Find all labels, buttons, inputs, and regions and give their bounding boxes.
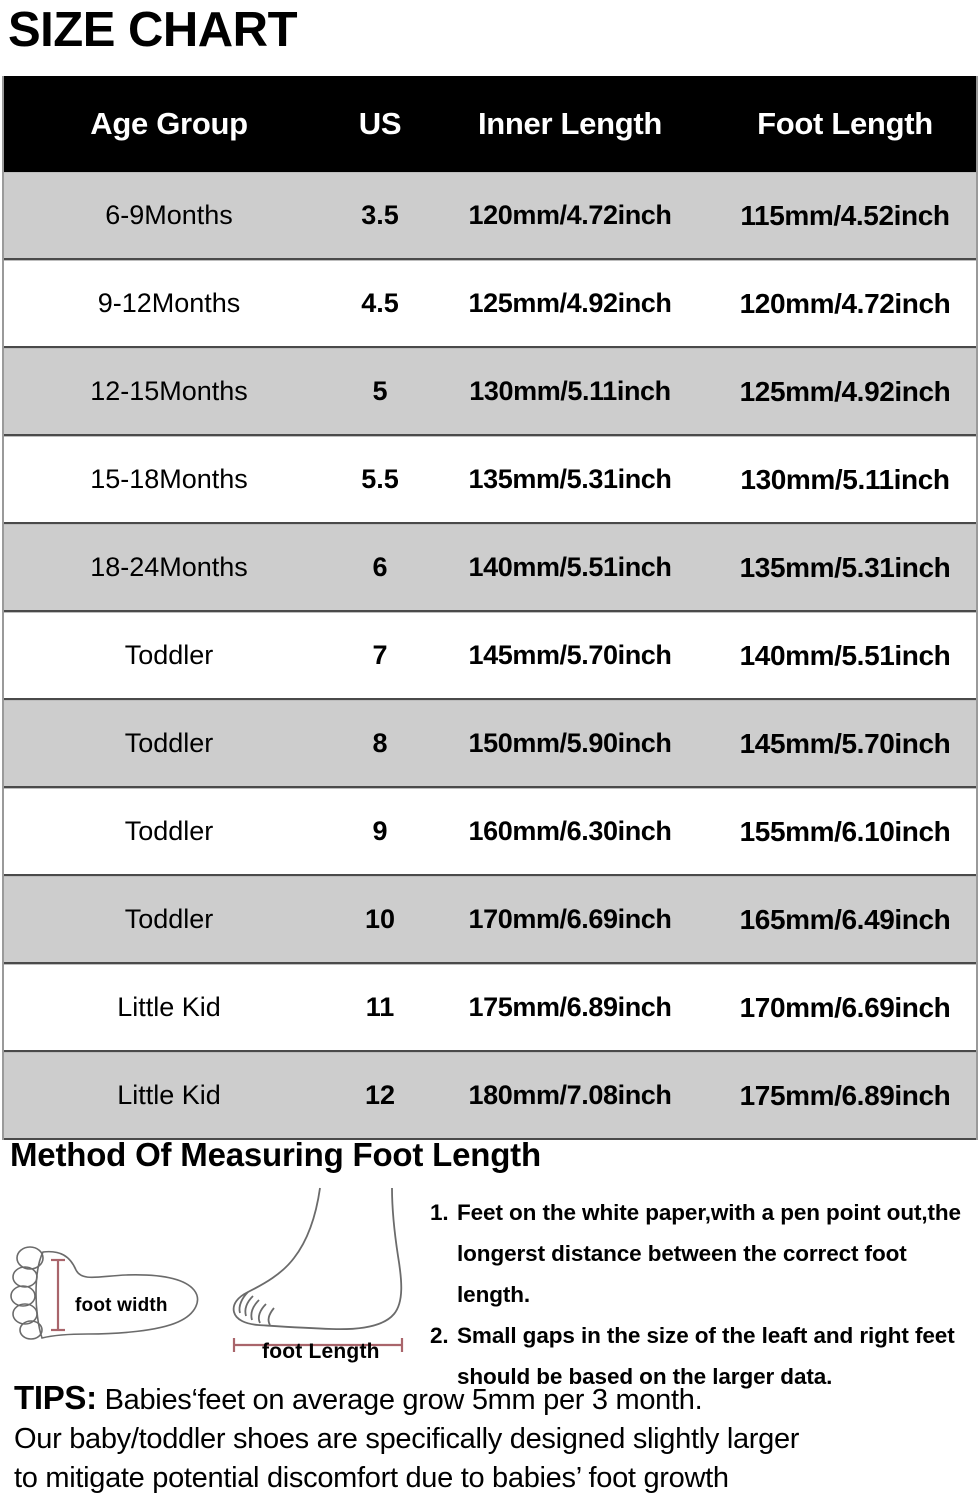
cell-age-group: Toddler: [124, 904, 214, 934]
cell-foot-length: 140mm/5.51inch: [739, 639, 951, 671]
foot-side-view-icon: [232, 1187, 404, 1352]
cell-foot-length: 115mm/4.52inch: [740, 199, 950, 231]
table-body: 6-9Months 3.5 120mm/4.72inch 115mm/4.52inch…: [4, 172, 976, 1140]
instruction-text-1-cont: longerst distance between the correct fo…: [457, 1241, 907, 1307]
tips-line-3: to mitigate potential discomfort due to …: [14, 1462, 729, 1494]
method-heading: Method Of Measuring Foot Length: [10, 1136, 541, 1173]
tips-text-1: Babies‘feet on average grow 5mm per 3 mo…: [104, 1384, 703, 1416]
cell-inner-length: 150mm/5.90inch: [468, 728, 672, 758]
tips-line-1: TIPS: Babies‘feet on average grow 5mm pe…: [14, 1378, 972, 1420]
instruction-text-1: Feet on the white paper,with a pen point…: [457, 1200, 961, 1225]
column-header-foot-length: Foot Length: [757, 106, 933, 141]
table-row: Toddler 10 170mm/6.69inch 165mm/6.49inch: [4, 876, 976, 964]
table-row: Little Kid 12 180mm/7.08inch 175mm/6.89inch: [4, 1052, 976, 1140]
cell-age-group: Toddler: [124, 816, 214, 846]
foot-width-label: foot width: [75, 1295, 168, 1316]
table-row: 15-18Months 5.5 135mm/5.31inch 130mm/5.11in…: [4, 436, 976, 524]
page-title: SIZE CHART: [8, 3, 298, 57]
cell-inner-length: 145mm/5.70inch: [468, 640, 672, 670]
cell-foot-length: 165mm/6.49inch: [739, 903, 951, 935]
cell-us: 8: [372, 728, 388, 758]
cell-inner-length: 175mm/6.89inch: [468, 992, 672, 1022]
instruction-text-2: Small gaps in the size of the leaft and …: [457, 1323, 955, 1348]
cell-age-group: Little Kid: [117, 1080, 221, 1110]
cell-inner-length: 135mm/5.31inch: [468, 464, 672, 494]
instruction-item-1: 1. Feet on the white paper,with a pen po…: [430, 1192, 975, 1233]
cell-age-group: 6-9Months: [105, 200, 233, 230]
cell-age-group: 15-18Months: [90, 464, 248, 494]
table-row: Toddler 7 145mm/5.70inch 140mm/5.51inch: [4, 612, 976, 700]
instruction-number-1: 1.: [430, 1200, 449, 1225]
cell-us: 3.5: [361, 200, 399, 230]
table-row: 6-9Months 3.5 120mm/4.72inch 115mm/4.52inch: [4, 172, 976, 260]
cell-us: 10: [364, 904, 396, 934]
cell-age-group: 12-15Months: [90, 376, 248, 406]
foot-length-label: foot Length: [262, 1340, 380, 1363]
size-chart-table: Age Group US Inner Length Foot Length 6-…: [2, 76, 978, 1140]
column-header-age-group: Age Group: [90, 106, 248, 141]
cell-age-group: Toddler: [124, 728, 214, 758]
cell-inner-length: 170mm/6.69inch: [468, 904, 672, 934]
cell-foot-length: 120mm/4.72inch: [739, 287, 951, 319]
tips-line-2: Our baby/toddler shoes are specifically …: [14, 1423, 800, 1455]
cell-inner-length: 120mm/4.72inch: [468, 200, 672, 230]
cell-us: 11: [365, 992, 395, 1022]
table-row: Little Kid 11 175mm/6.89inch 170mm/6.69inch: [4, 964, 976, 1052]
cell-age-group: 18-24Months: [90, 552, 248, 582]
cell-us: 4.5: [361, 288, 399, 318]
table-row: Toddler 8 150mm/5.90inch 145mm/5.70inch: [4, 700, 976, 788]
cell-us: 5.5: [361, 464, 399, 494]
cell-us: 9: [372, 816, 388, 846]
foot-diagrams: [0, 1180, 430, 1360]
footprint-top-view-icon: [10, 1246, 199, 1340]
cell-age-group: 9-12Months: [97, 288, 241, 318]
cell-foot-length: 135mm/5.31inch: [739, 551, 951, 583]
table-row: 9-12Months 4.5 125mm/4.92inch 120mm/4.72inc…: [4, 260, 976, 348]
cell-age-group: Toddler: [124, 640, 214, 670]
table-row: 12-15Months 5 130mm/5.11inch 125mm/4.92inch: [4, 348, 976, 436]
cell-inner-length: 125mm/4.92inch: [468, 288, 672, 318]
cell-foot-length: 125mm/4.92inch: [739, 375, 951, 407]
cell-foot-length: 155mm/6.10inch: [739, 815, 951, 847]
instruction-text-2-cont: should be based on the larger data.: [457, 1364, 833, 1389]
cell-inner-length: 160mm/6.30inch: [468, 816, 672, 846]
cell-foot-length: 175mm/6.89inch: [739, 1079, 951, 1111]
cell-inner-length: 140mm/5.51inch: [468, 552, 672, 582]
instruction-item-2: 2. Small gaps in the size of the leaft a…: [430, 1315, 975, 1356]
table-row: 18-24Months 6 140mm/5.51inch 135mm/5.31inch: [4, 524, 976, 612]
column-header-us: US: [358, 106, 402, 141]
cell-age-group: Little Kid: [117, 992, 221, 1022]
cell-foot-length: 130mm/5.11inch: [740, 463, 950, 495]
cell-foot-length: 145mm/5.70inch: [739, 727, 951, 759]
cell-us: 6: [372, 552, 388, 582]
measuring-instructions: 1. Feet on the white paper,with a pen po…: [430, 1192, 975, 1397]
cell-us: 12: [364, 1080, 396, 1110]
cell-foot-length: 170mm/6.69inch: [739, 991, 951, 1023]
table-row: Toddler 9 160mm/6.30inch 155mm/6.10inch: [4, 788, 976, 876]
column-header-inner-length: Inner Length: [477, 106, 663, 141]
tips-section: TIPS: Babies‘feet on average grow 5mm pe…: [14, 1378, 972, 1498]
tips-label: TIPS:: [14, 1379, 97, 1416]
cell-inner-length: 180mm/7.08inch: [468, 1080, 672, 1110]
cell-inner-length: 130mm/5.11inch: [469, 376, 671, 406]
table-header-row: Age Group US Inner Length Foot Length: [4, 76, 976, 172]
instruction-number-2: 2.: [430, 1323, 449, 1348]
cell-us: 7: [372, 640, 388, 670]
cell-us: 5: [372, 376, 388, 406]
